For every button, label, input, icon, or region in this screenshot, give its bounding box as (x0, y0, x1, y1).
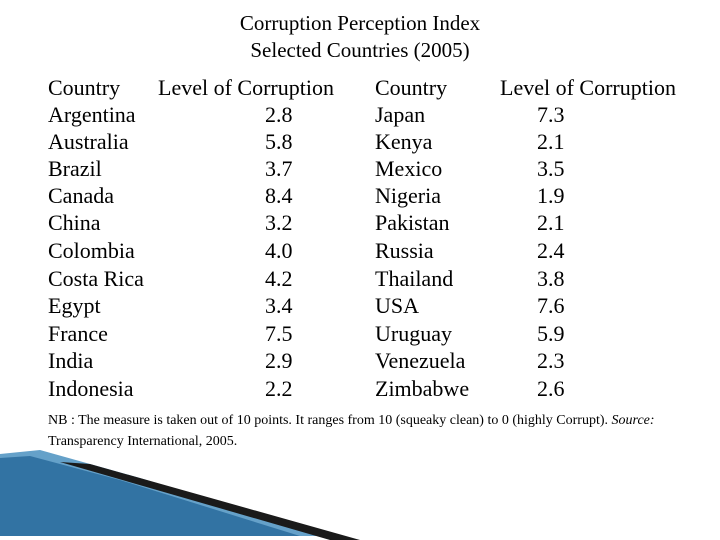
table-row-country: Uruguay (375, 321, 452, 346)
header-level-left: Level of Corruption (158, 75, 334, 100)
table-row-country: Mexico (375, 156, 443, 181)
table-row-value: 3.2 (265, 210, 293, 235)
table-row-country: Australia (48, 129, 129, 154)
footnote-source-label: Source: (611, 413, 655, 428)
table-row-value: 3.8 (537, 266, 565, 291)
table-row-value: 3.4 (265, 293, 293, 318)
table-row-value: 8.4 (265, 183, 293, 208)
table-row-value: 5.8 (265, 129, 293, 154)
page-title: Corruption Perception Index (239, 11, 481, 35)
swoosh-dark-band (60, 462, 360, 540)
table-row-value: 5.9 (537, 321, 565, 346)
decorative-swoosh (0, 450, 360, 540)
title-block: Corruption Perception Index Selected Cou… (0, 10, 720, 64)
page-subtitle: Selected Countries (2005) (250, 38, 470, 62)
table-row-country: Russia (375, 238, 434, 263)
table-row-country: Zimbabwe (375, 376, 470, 401)
table-row-country: Thailand (375, 266, 454, 291)
table-row-value: 4.2 (265, 266, 293, 291)
table-row-value: 2.2 (265, 376, 293, 401)
table-row-value: 7.3 (537, 102, 565, 127)
table-row-country: Colombia (48, 238, 135, 263)
table-row-value: 2.8 (265, 102, 293, 127)
table-row-value: 2.1 (537, 129, 565, 154)
table-row-country: Argentina (48, 102, 136, 127)
table-row-value: 3.5 (537, 156, 565, 181)
swoosh-mid-band (0, 456, 300, 536)
table-row-country: USA (375, 293, 420, 318)
header-country-left: Country (48, 75, 121, 100)
header-country-right: Country (375, 75, 448, 100)
table-row-value: 7.5 (265, 321, 293, 346)
table-row-value: 7.6 (537, 293, 565, 318)
table-row-country: Pakistan (375, 210, 450, 235)
table-row-country: India (48, 348, 94, 373)
table-row-value: 2.1 (537, 210, 565, 235)
table-row-value: 2.6 (537, 376, 565, 401)
table-row-country: Kenya (375, 129, 433, 154)
table-row-value: 1.9 (537, 183, 565, 208)
footnote-text: NB : The measure is taken out of 10 poin… (48, 413, 612, 428)
table-row-country: Indonesia (48, 376, 134, 401)
table-row-value: 4.0 (265, 238, 293, 263)
footnote-source-text: Transparency International, 2005. (48, 434, 238, 449)
table-row-country: Brazil (48, 156, 102, 181)
table-row-country: France (48, 321, 108, 346)
table-row-country: Costa Rica (48, 266, 144, 291)
table-row-country: Japan (375, 102, 426, 127)
table-row-value: 2.3 (537, 348, 565, 373)
table-row-country: Venezuela (375, 348, 466, 373)
header-level-right: Level of Corruption (500, 75, 676, 100)
table-row-country: Canada (48, 183, 114, 208)
footnote: NB : The measure is taken out of 10 poin… (48, 410, 668, 452)
table-row-country: Nigeria (375, 183, 441, 208)
table-row-value: 2.4 (537, 238, 565, 263)
table-row-value: 3.7 (265, 156, 293, 181)
table-row-country: Egypt (48, 293, 101, 318)
table-row-country: China (48, 210, 101, 235)
table-row-value: 2.9 (265, 348, 293, 373)
